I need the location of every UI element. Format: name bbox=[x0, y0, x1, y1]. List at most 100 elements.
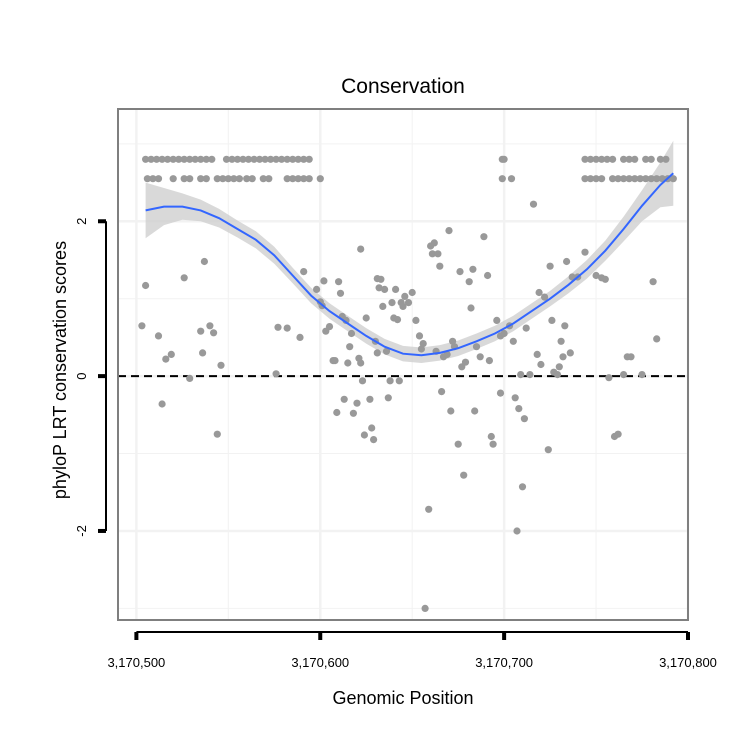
data-point bbox=[379, 302, 387, 310]
data-point bbox=[142, 281, 150, 290]
data-point bbox=[598, 155, 606, 163]
data-point bbox=[175, 155, 183, 163]
data-point bbox=[592, 271, 600, 280]
data-point bbox=[267, 155, 275, 163]
data-point bbox=[261, 155, 269, 163]
data-point bbox=[636, 175, 644, 183]
data-point bbox=[449, 337, 457, 345]
data-point bbox=[149, 175, 157, 183]
data-point bbox=[522, 324, 530, 332]
data-point bbox=[169, 155, 177, 163]
data-point bbox=[533, 350, 541, 358]
x-tick-label: 3,170,700 bbox=[475, 655, 533, 670]
data-point bbox=[601, 275, 609, 283]
data-point bbox=[631, 155, 639, 163]
data-point bbox=[620, 155, 628, 163]
data-point bbox=[592, 155, 600, 163]
data-point bbox=[559, 353, 567, 361]
chart-title: Conservation bbox=[341, 75, 465, 98]
data-points bbox=[138, 155, 677, 613]
y-axis-label: phyloP LRT conservation scores bbox=[50, 241, 70, 499]
data-point bbox=[653, 335, 661, 343]
data-point bbox=[548, 316, 556, 324]
data-point bbox=[638, 371, 646, 379]
data-point bbox=[197, 327, 205, 335]
data-point bbox=[417, 345, 425, 353]
data-point bbox=[219, 175, 227, 183]
data-point bbox=[331, 357, 339, 365]
data-point bbox=[526, 371, 534, 379]
data-point bbox=[164, 155, 172, 163]
data-point bbox=[138, 322, 146, 330]
confidence-band bbox=[145, 140, 674, 363]
data-point bbox=[353, 399, 361, 407]
data-point bbox=[362, 314, 370, 322]
data-point bbox=[537, 360, 545, 369]
data-point bbox=[358, 377, 367, 385]
data-point bbox=[143, 175, 151, 183]
data-point bbox=[180, 274, 188, 282]
data-point bbox=[553, 371, 562, 379]
data-point bbox=[408, 288, 416, 297]
data-point bbox=[465, 278, 473, 286]
data-point bbox=[289, 175, 297, 183]
x-axis: 3,170,500 3,170,600 3,170,700 3,170,800 bbox=[107, 631, 717, 670]
data-point bbox=[487, 432, 495, 441]
data-point bbox=[272, 155, 280, 163]
data-point bbox=[239, 155, 247, 163]
x-axis-label: Genomic Position bbox=[332, 688, 473, 708]
data-point bbox=[213, 175, 221, 183]
data-point bbox=[480, 233, 488, 241]
data-point bbox=[154, 332, 163, 340]
data-point bbox=[368, 424, 376, 432]
data-point bbox=[520, 415, 529, 423]
data-point bbox=[476, 353, 484, 361]
plot-background bbox=[118, 109, 688, 620]
data-point bbox=[222, 155, 231, 163]
data-point bbox=[347, 329, 356, 338]
data-point bbox=[489, 440, 497, 448]
data-point bbox=[460, 471, 468, 479]
data-point bbox=[581, 248, 589, 256]
smooth-trend-line bbox=[145, 172, 674, 357]
data-point bbox=[265, 175, 273, 183]
data-point bbox=[392, 285, 400, 293]
data-point bbox=[401, 292, 409, 300]
data-point bbox=[461, 358, 470, 366]
data-point bbox=[541, 293, 549, 301]
data-point bbox=[228, 155, 236, 163]
data-point bbox=[620, 371, 628, 379]
data-point bbox=[283, 155, 291, 163]
data-point bbox=[627, 353, 635, 361]
data-point bbox=[197, 155, 205, 163]
data-point bbox=[404, 299, 413, 307]
data-point bbox=[300, 175, 308, 183]
y-tick-label: 0 bbox=[74, 372, 89, 379]
data-point bbox=[370, 436, 378, 444]
data-point bbox=[419, 340, 427, 348]
data-point bbox=[180, 155, 188, 163]
data-point bbox=[202, 155, 210, 163]
data-point bbox=[250, 155, 258, 163]
data-point bbox=[154, 175, 163, 183]
data-point bbox=[274, 323, 282, 331]
data-point bbox=[546, 262, 554, 270]
data-point bbox=[412, 316, 420, 324]
data-point bbox=[555, 363, 563, 371]
data-point bbox=[447, 407, 455, 415]
data-point bbox=[598, 175, 606, 183]
data-point bbox=[563, 257, 571, 266]
data-point bbox=[357, 245, 365, 253]
data-point bbox=[669, 175, 677, 183]
data-point bbox=[513, 527, 521, 535]
data-point bbox=[320, 277, 328, 285]
data-point bbox=[349, 409, 357, 417]
data-point bbox=[581, 175, 589, 183]
data-point bbox=[243, 175, 251, 183]
data-point bbox=[272, 370, 280, 378]
data-point bbox=[625, 155, 633, 163]
data-point bbox=[344, 359, 352, 367]
data-point bbox=[294, 155, 302, 163]
